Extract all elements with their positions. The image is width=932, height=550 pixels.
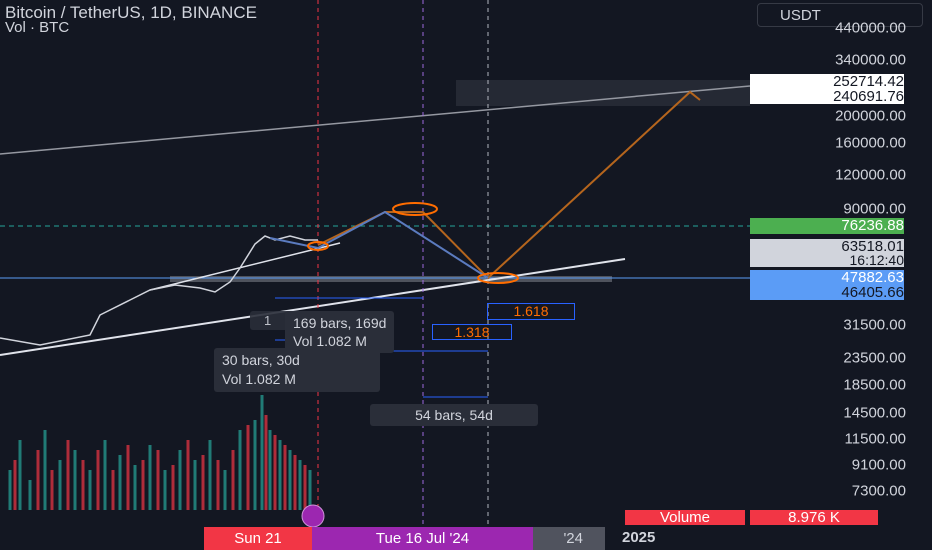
indicator-label: Vol · BTC <box>5 19 70 36</box>
volume-value: 8.976 K <box>750 510 878 525</box>
price-badge: 47882.63 <box>750 270 904 285</box>
range-text: 169 bars, 169d <box>293 315 387 331</box>
support-zone <box>170 276 612 282</box>
price-tick: 14500.00 <box>843 404 906 422</box>
price-badge: 46405.66 <box>750 285 904 300</box>
fib-label: 1.618 <box>487 303 575 320</box>
price-tick: 160000.00 <box>835 134 906 152</box>
lightning-icon[interactable] <box>301 504 325 528</box>
date-label: Tue 16 Jul '24 <box>312 527 533 550</box>
price-tick: 31500.00 <box>843 316 906 334</box>
price-candles <box>0 235 318 346</box>
volume-bars <box>13 415 307 510</box>
countdown-badge: 16:12:40 <box>750 253 904 267</box>
volume-bars <box>8 395 312 510</box>
range-label: 169 bars, 169d Vol 1.082 M <box>285 311 395 353</box>
range-label: 54 bars, 54d <box>370 404 538 426</box>
price-badge: 240691.76 <box>750 89 904 104</box>
year-label: 2025 <box>622 529 656 546</box>
price-tick: 90000.00 <box>843 200 906 218</box>
price-tick: 120000.00 <box>835 166 906 184</box>
range-text: 30 bars, 30d <box>222 352 300 368</box>
symbol-title: Bitcoin / TetherUS, 1D, BINANCE <box>5 3 257 22</box>
circle-top <box>392 202 438 216</box>
price-tick: 7300.00 <box>851 482 906 500</box>
date-label: Sun 21 <box>204 527 312 550</box>
trend-lower <box>0 258 626 356</box>
price-badge: 76236.88 <box>750 218 904 234</box>
range-label: 30 bars, 30d Vol 1.082 M <box>214 348 380 392</box>
projection-blue <box>269 210 489 279</box>
circle-bottom <box>477 272 519 284</box>
trend-upper <box>0 85 751 155</box>
date-label: '24 <box>533 527 605 550</box>
fib-label: 1.318 <box>432 324 512 340</box>
target-zone <box>456 80 750 106</box>
price-tick: 11500.00 <box>844 430 906 448</box>
price-badge: 252714.42 <box>750 74 904 89</box>
price-tick: 340000.00 <box>835 51 906 69</box>
currency-button[interactable]: USDT <box>757 3 923 27</box>
range-volume: Vol 1.082 M <box>222 371 296 387</box>
circle-now <box>307 241 329 251</box>
price-tick: 200000.00 <box>835 107 906 125</box>
price-tick: 18500.00 <box>843 376 906 394</box>
last-price-badge: 63518.01 <box>750 239 904 254</box>
range-volume: Vol 1.082 M <box>293 333 367 349</box>
price-tick: 440000.00 <box>835 19 906 37</box>
price-tick: 9100.00 <box>851 456 906 474</box>
price-tick: 23500.00 <box>843 349 906 367</box>
volume-label: Volume <box>625 510 745 525</box>
trend-short <box>149 242 341 291</box>
